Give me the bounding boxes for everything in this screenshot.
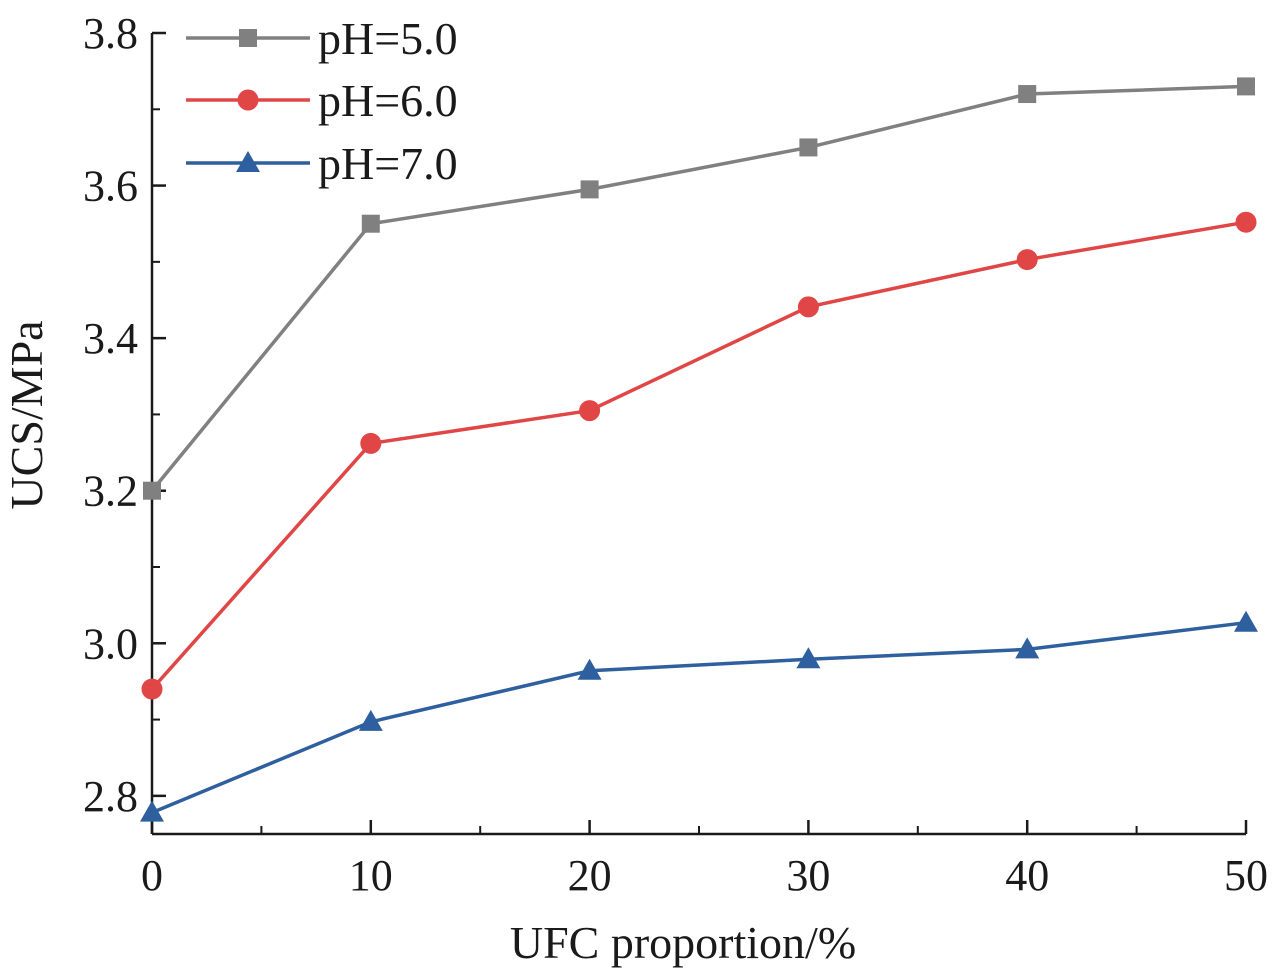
data-point: [141, 678, 163, 700]
legend-label: pH=6.0: [318, 75, 458, 126]
data-point: [580, 180, 599, 199]
data-point: [1235, 211, 1257, 233]
legend-item: pH=7.0: [186, 138, 458, 189]
y-axis-title: UCS/MPa: [1, 320, 52, 509]
series-line: [150, 84, 1247, 492]
series-ph-5-0: [143, 77, 1255, 500]
legend-label: pH=7.0: [318, 138, 458, 189]
x-tick-label: 10: [349, 851, 393, 900]
x-axis-title: UFC proportion/%: [510, 917, 856, 968]
data-point: [360, 432, 382, 454]
series-ph-7-0: [140, 610, 1258, 822]
series-line: [150, 220, 1247, 691]
x-tick-label: 20: [568, 851, 612, 900]
x-tick-label: 30: [786, 851, 830, 900]
legend-marker: [236, 151, 260, 172]
data-point: [797, 296, 819, 318]
series-line: [151, 620, 1247, 815]
data-point: [361, 214, 380, 233]
data-point: [799, 138, 818, 157]
x-tick-label: 40: [1005, 851, 1049, 900]
y-tick-label: 3.2: [83, 467, 138, 516]
data-point: [1018, 85, 1037, 104]
data-point: [143, 481, 161, 500]
data-point: [796, 647, 821, 669]
data-point: [577, 658, 602, 680]
axes: 0 10 20 30 40 50 2.8 3.0 3.2 3.4 3.6 3.8: [83, 9, 1268, 900]
data-point: [140, 800, 164, 822]
series-ph-6-0: [141, 211, 1257, 700]
data-point: [1234, 610, 1258, 632]
legend-item: pH=6.0: [186, 75, 458, 126]
data-point: [358, 709, 383, 731]
x-tick-label: 50: [1224, 851, 1268, 900]
legend-item: pH=5.0: [186, 13, 458, 64]
y-tick-label: 3.0: [83, 619, 138, 668]
data-point: [579, 400, 601, 422]
x-tick-label: 0: [141, 851, 163, 900]
legend-marker: [239, 29, 257, 47]
y-tick-label: 3.8: [83, 9, 138, 58]
legend: pH=5.0 pH=6.0 pH=7.0: [186, 13, 458, 189]
legend-marker: [237, 89, 259, 111]
y-tick-label: 3.6: [83, 162, 138, 211]
y-tick-label: 2.8: [83, 772, 138, 821]
legend-label: pH=5.0: [318, 13, 458, 64]
data-point: [1237, 77, 1255, 96]
data-point: [1016, 249, 1038, 271]
y-tick-label: 3.4: [83, 314, 138, 363]
data-point: [1015, 637, 1040, 659]
series-layer: [140, 77, 1258, 822]
